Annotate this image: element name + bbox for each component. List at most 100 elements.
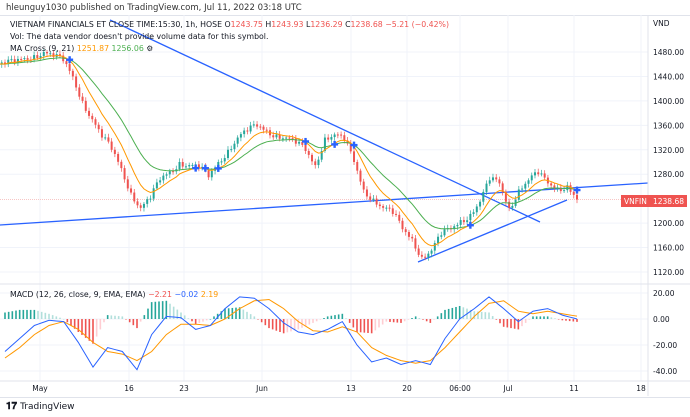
macd-histogram-bar bbox=[414, 316, 417, 319]
candle bbox=[314, 158, 317, 169]
candle-body bbox=[42, 52, 45, 57]
candle-body bbox=[223, 158, 226, 162]
candle-body bbox=[372, 198, 375, 200]
last-price-tag: VNFIN 1238.68 bbox=[621, 195, 687, 207]
candle bbox=[333, 132, 336, 141]
symbol-line: VIETNAM FINANCIALS ET CLOSE TIME:15:30, … bbox=[10, 20, 222, 29]
candle-body bbox=[65, 61, 68, 65]
macd-histogram-bar bbox=[48, 313, 50, 319]
macd-legend[interactable]: MACD (12, 26, close, 9, EMA, EMA) −2.21 … bbox=[10, 290, 218, 299]
cross-v bbox=[217, 164, 220, 172]
macd-histogram-bar bbox=[26, 309, 28, 319]
time-tick-label: 11 bbox=[569, 384, 579, 393]
macd-histogram-bar bbox=[191, 319, 193, 322]
macd-tick-label: 0.00 bbox=[653, 315, 670, 324]
ma-cross-marker-icon bbox=[350, 141, 358, 149]
candle-body bbox=[311, 154, 314, 162]
macd-histogram-bar bbox=[180, 312, 182, 319]
macd-histogram-bar bbox=[341, 313, 344, 319]
candle-body bbox=[433, 243, 436, 251]
candle bbox=[152, 184, 155, 202]
ma-legend[interactable]: MA Cross (9, 21) 1251.87 1256.06 ⚙ bbox=[10, 44, 153, 53]
candle-body bbox=[152, 188, 155, 199]
candle-body bbox=[504, 191, 507, 202]
candle bbox=[16, 55, 19, 66]
candle-body bbox=[172, 171, 175, 173]
macd-histogram-bar bbox=[158, 301, 160, 319]
candle-body bbox=[330, 137, 333, 140]
candle bbox=[433, 240, 436, 255]
time-tick-label: 13 bbox=[346, 384, 356, 393]
macd-histogram-bar bbox=[227, 308, 230, 319]
macd-histogram-bar bbox=[458, 306, 461, 319]
macd-histogram-bar bbox=[539, 316, 542, 319]
macd-histogram-bar bbox=[213, 316, 215, 319]
macd-histogram-bar bbox=[425, 319, 428, 322]
candle bbox=[508, 198, 511, 212]
high-label: H bbox=[265, 20, 272, 29]
price-tick-label: 1480.00 bbox=[653, 48, 684, 57]
settings-icon[interactable]: ⚙ bbox=[146, 44, 154, 53]
candle-body bbox=[123, 168, 126, 180]
candle-body bbox=[356, 161, 359, 171]
candle-body bbox=[443, 229, 446, 236]
candle-body bbox=[52, 53, 55, 57]
chart-frame[interactable] bbox=[0, 15, 690, 398]
candle-body bbox=[401, 220, 404, 230]
candle bbox=[294, 135, 297, 147]
macd-histogram-bar bbox=[378, 319, 380, 328]
macd-histogram-bar bbox=[550, 317, 553, 319]
candle bbox=[181, 158, 184, 169]
candle-body bbox=[411, 236, 414, 239]
macd-histogram-bar bbox=[4, 312, 6, 319]
candle bbox=[317, 156, 320, 169]
candle-body bbox=[285, 137, 288, 139]
macd-histogram-bar bbox=[136, 319, 138, 329]
candle-body bbox=[407, 232, 410, 237]
candle-body bbox=[527, 180, 530, 184]
candle-body bbox=[117, 153, 120, 162]
candle bbox=[84, 97, 87, 113]
macd-histogram-bar bbox=[400, 319, 402, 323]
macd-histogram-bar bbox=[271, 319, 274, 330]
candle-body bbox=[307, 150, 310, 155]
cross-v bbox=[204, 164, 207, 172]
candle-body bbox=[181, 161, 184, 167]
candle-body bbox=[191, 164, 194, 166]
candle-body bbox=[162, 175, 165, 181]
macd-histogram-bar bbox=[389, 319, 391, 322]
candle bbox=[100, 126, 103, 141]
candle-body bbox=[243, 130, 246, 135]
candle bbox=[340, 131, 343, 139]
macd-histogram-bar bbox=[15, 310, 17, 319]
candle bbox=[107, 133, 110, 144]
cross-v bbox=[333, 140, 336, 148]
price-tick-label: 1440.00 bbox=[653, 72, 684, 81]
candle-body bbox=[521, 188, 524, 190]
candle bbox=[469, 210, 472, 223]
macd-histogram-bar bbox=[59, 317, 61, 319]
candle bbox=[23, 56, 26, 63]
candle-body bbox=[343, 135, 346, 141]
candle-body bbox=[220, 161, 223, 163]
candle bbox=[427, 251, 430, 261]
candles bbox=[0, 49, 578, 261]
macd-value: −0.02 bbox=[174, 290, 199, 299]
candle-body bbox=[430, 250, 433, 254]
axes: 1480.001440.001400.001360.001320.001280.… bbox=[0, 15, 690, 396]
candle bbox=[104, 133, 107, 141]
candle bbox=[298, 138, 301, 146]
candle-body bbox=[391, 208, 394, 214]
candle-body bbox=[207, 170, 210, 178]
volume-note: Vol: The data vendor doesn't provide vol… bbox=[10, 32, 269, 41]
candle bbox=[291, 134, 294, 142]
time-tick-label: May bbox=[32, 384, 48, 393]
candle bbox=[81, 93, 84, 104]
time-tick-label: 06:00 bbox=[449, 384, 471, 393]
macd-histogram-bar bbox=[352, 319, 355, 328]
candle bbox=[39, 52, 42, 61]
macd-histogram-bar bbox=[202, 319, 204, 322]
macd-histogram-bar bbox=[385, 319, 388, 322]
macd-histogram-bar bbox=[235, 307, 237, 319]
